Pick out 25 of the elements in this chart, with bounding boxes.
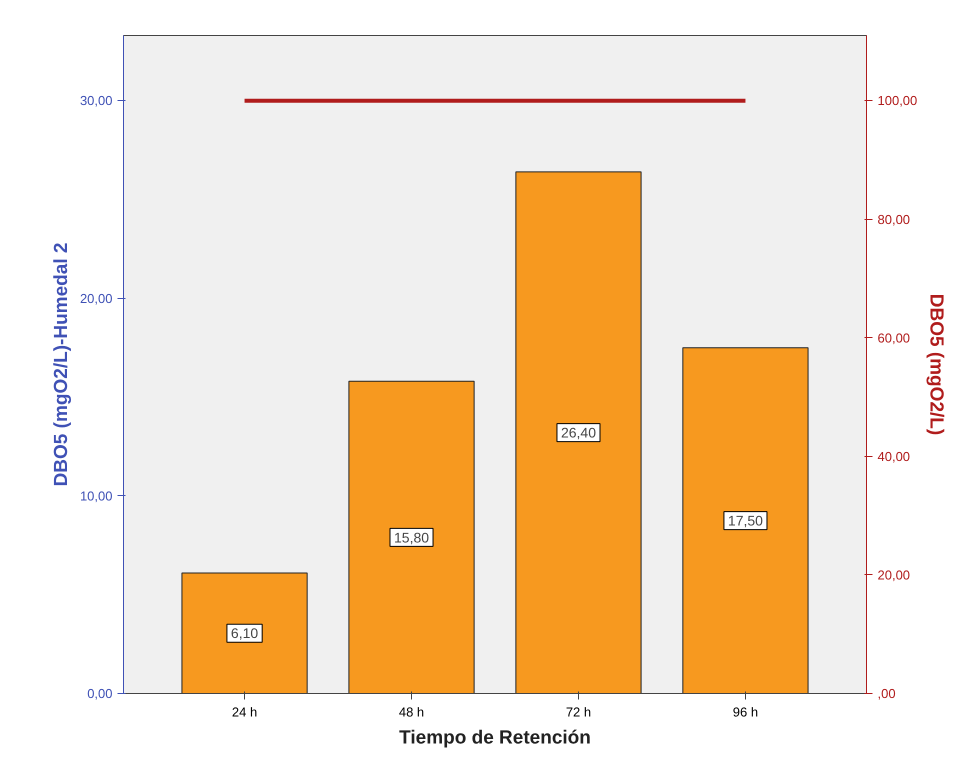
y-tick-label: 20,00 xyxy=(80,290,113,306)
y2-tick-label: 80,00 xyxy=(878,212,910,227)
x-tick-label: 96 h xyxy=(732,704,758,720)
data-label: 17,50 xyxy=(728,512,764,529)
data-label: 15,80 xyxy=(394,529,430,546)
y2-axis-title: DBO5 (mgO2/L) xyxy=(925,294,946,436)
y2-tick-label: ,00 xyxy=(878,686,896,701)
data-label: 6,10 xyxy=(230,625,258,642)
bar xyxy=(348,380,475,694)
y2-tick-label: 60,00 xyxy=(878,330,910,346)
y2-tick-label: 40,00 xyxy=(878,448,910,464)
y-tick-label: 30,00 xyxy=(80,93,113,108)
y2-tick-label: 20,00 xyxy=(878,567,910,582)
y-tick-label: 0,00 xyxy=(87,686,113,701)
bar xyxy=(181,572,308,694)
y-axis-title: DBO5 (mgO2/L)-Humedal 2 xyxy=(50,242,72,486)
data-label: 26,40 xyxy=(560,424,596,441)
x-tick-label: 72 h xyxy=(566,704,592,720)
y-tick-label: 10,00 xyxy=(80,488,113,504)
bar xyxy=(682,347,809,694)
x-tick-label: 48 h xyxy=(398,704,424,720)
x-tick-label: 24 h xyxy=(232,704,258,720)
bar xyxy=(515,171,642,694)
x-axis-title: Tiempo de Retención xyxy=(399,728,591,748)
y2-tick-label: 100,00 xyxy=(878,93,918,108)
